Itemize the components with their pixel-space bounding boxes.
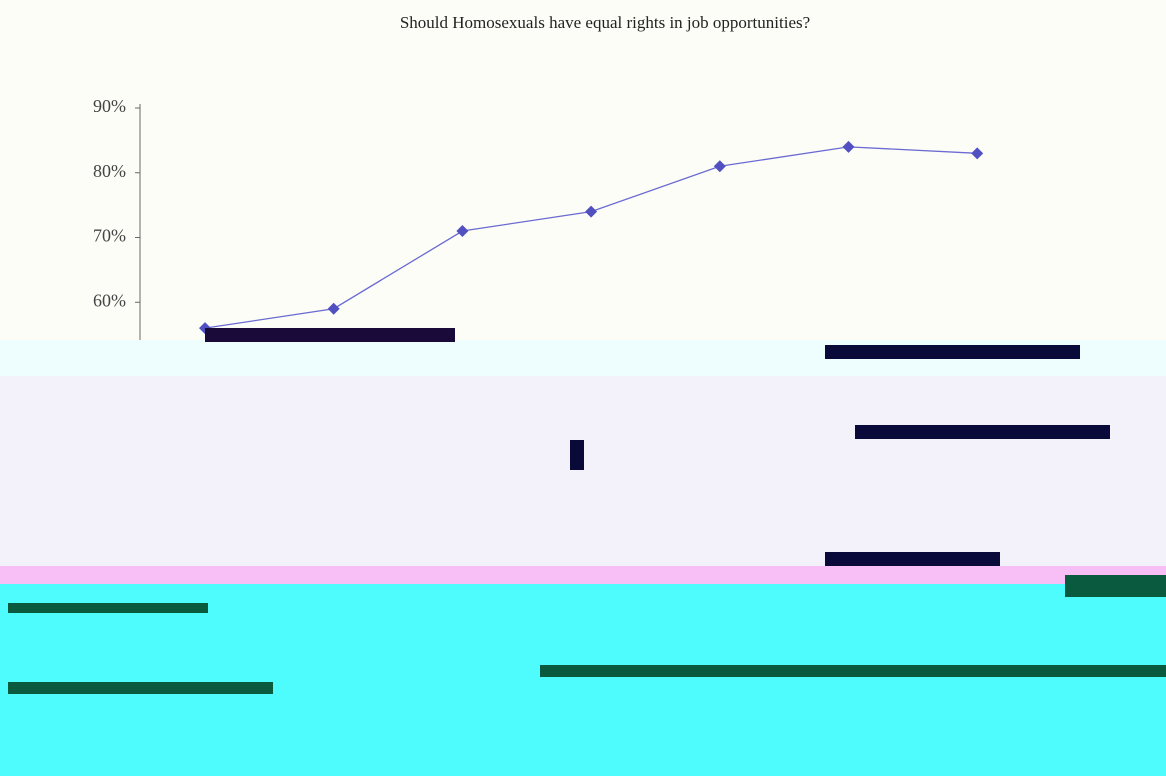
glitch-block: [8, 682, 273, 694]
glitch-block: [825, 552, 1000, 566]
corrupted-region: [0, 328, 1166, 776]
glitch-block: [205, 328, 455, 342]
glitch-band: [0, 566, 1166, 584]
glitch-block: [1065, 575, 1166, 597]
y-tick-label: 60%: [93, 290, 126, 310]
glitch-band: [0, 376, 1166, 566]
glitch-block: [8, 603, 208, 613]
glitch-block: [570, 440, 584, 470]
y-tick-label: 70%: [93, 226, 126, 246]
glitch-block: [825, 345, 1080, 359]
glitch-block: [855, 425, 1110, 439]
y-tick-label: 90%: [93, 96, 126, 116]
glitch-block: [540, 665, 1166, 677]
chart-title: Should Homosexuals have equal rights in …: [400, 13, 810, 32]
y-tick-label: 80%: [93, 161, 126, 181]
chart: Should Homosexuals have equal rights in …: [0, 0, 1166, 776]
